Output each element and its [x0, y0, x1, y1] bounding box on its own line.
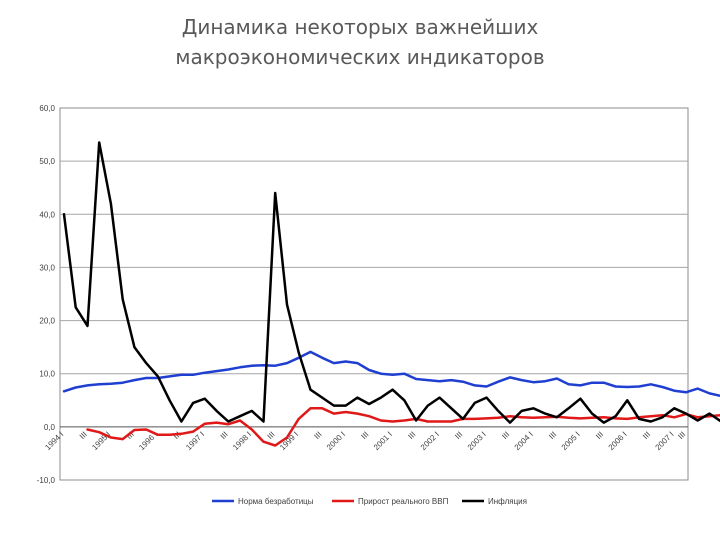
x-tick-label: III [172, 430, 183, 441]
y-tick-label: 0,0 [44, 423, 56, 432]
x-tick-label: III [313, 430, 324, 441]
y-tick-label: 20,0 [39, 317, 55, 326]
y-tick-label: 10,0 [39, 370, 55, 379]
x-tick-label: 2001 I [372, 430, 394, 452]
x-tick-label: 2003 I [466, 430, 488, 452]
slide-title-line-2: макроэкономических индикаторов [175, 45, 545, 69]
x-tick-label: 2002 I [419, 430, 441, 452]
x-tick-label: III [266, 430, 277, 441]
x-tick-label: III [359, 430, 370, 441]
legend-label: Норма безработицы [238, 497, 314, 506]
x-tick-label: 2000 I [325, 430, 347, 452]
x-tick-label: III [641, 430, 652, 441]
legend: Норма безработицы Прирост реального ВВП Ин… [212, 497, 527, 506]
x-tick-label: III [547, 430, 558, 441]
x-tick-label: 2004 I [513, 430, 535, 452]
x-tick-label: III [78, 430, 89, 441]
slide-title: Динамика некоторых важнейших макроэконом… [0, 12, 720, 72]
grid-lines [60, 160, 688, 428]
x-tick-label: 1994 I [43, 430, 65, 452]
slide-title-line-1: Динамика некоторых важнейших [181, 15, 539, 39]
x-tick-label: 2007 I [654, 430, 676, 452]
x-tick-label: III [594, 430, 605, 441]
x-tick-label: 1998 I [231, 430, 253, 452]
x-tick-label: III [676, 430, 687, 441]
x-tick-label: III [125, 430, 136, 441]
chart-plot-frame [59, 107, 689, 481]
x-tick-label: 2005 I [560, 430, 582, 452]
y-axis-ticks: 60,0 50,0 40,0 30,0 20,0 10,0 0,0 -10,0 [37, 104, 56, 485]
x-tick-label: III [453, 430, 464, 441]
y-tick-label: 60,0 [39, 104, 55, 113]
series-line [62, 350, 720, 398]
x-tick-label: 2006 I [607, 430, 629, 452]
x-axis-ticks: 1994 I III 1995 I III 1996 I III 1997 I III 1998… [43, 430, 687, 452]
legend-label: Прирост реального ВВП [358, 497, 449, 506]
x-tick-label: III [219, 430, 230, 441]
legend-label: Инфляция [488, 497, 527, 506]
series-line [62, 141, 720, 424]
y-tick-label: 30,0 [39, 263, 55, 272]
y-tick-label: 50,0 [39, 157, 55, 166]
y-tick-label: 40,0 [39, 210, 55, 219]
series-line [86, 407, 720, 447]
x-tick-label: III [406, 430, 417, 441]
series-lines [62, 141, 720, 447]
y-tick-label: -10,0 [37, 476, 56, 485]
x-tick-label: III [500, 430, 511, 441]
